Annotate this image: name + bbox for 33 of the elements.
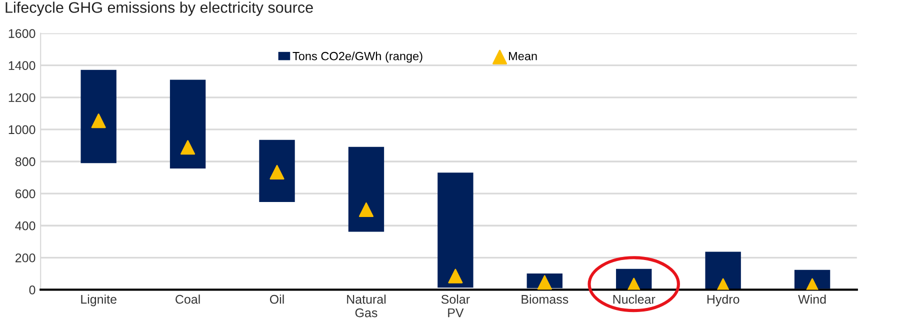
y-tick-label: 800 <box>15 157 36 166</box>
y-tick-label: 600 <box>16 189 36 198</box>
point <box>91 114 106 128</box>
bar <box>705 252 741 290</box>
x-tick-label: Hydro <box>707 294 740 306</box>
y-tick-label: 400 <box>15 221 36 230</box>
y-tick-label: 1400 <box>8 61 36 70</box>
bar <box>80 70 116 164</box>
y-tick-label: 1200 <box>8 93 36 102</box>
x-tick-label: Solar PV <box>441 294 470 318</box>
bar <box>438 172 474 288</box>
x-tick-label: Wind <box>798 294 826 304</box>
x-tick-label: Natural Gas <box>347 294 386 318</box>
y-tick-label: 1600 <box>8 29 36 38</box>
chart-title: Lifecycle GHG emissions by electricity source <box>6 2 313 16</box>
x-tick-label: Nuclear <box>613 294 656 304</box>
y-tick-label: 200 <box>16 253 36 262</box>
legend-label: Mean <box>508 52 537 60</box>
bar <box>259 140 295 202</box>
point <box>358 202 374 218</box>
y-tick-label: 0 <box>29 286 36 294</box>
x-tick-label: Lignite <box>81 294 116 306</box>
point <box>448 268 463 284</box>
point <box>537 275 552 290</box>
point <box>180 140 196 155</box>
x-tick-label: Coal <box>176 294 200 304</box>
x-tick-label: Biomass <box>522 294 568 304</box>
point <box>270 164 284 180</box>
y-tick-label: 1000 <box>8 125 36 134</box>
bar <box>170 80 206 169</box>
legend-label: Tons CO2e/GWh (range) <box>292 52 422 63</box>
bar <box>348 146 384 232</box>
x-tick-label: Oil <box>270 294 284 304</box>
